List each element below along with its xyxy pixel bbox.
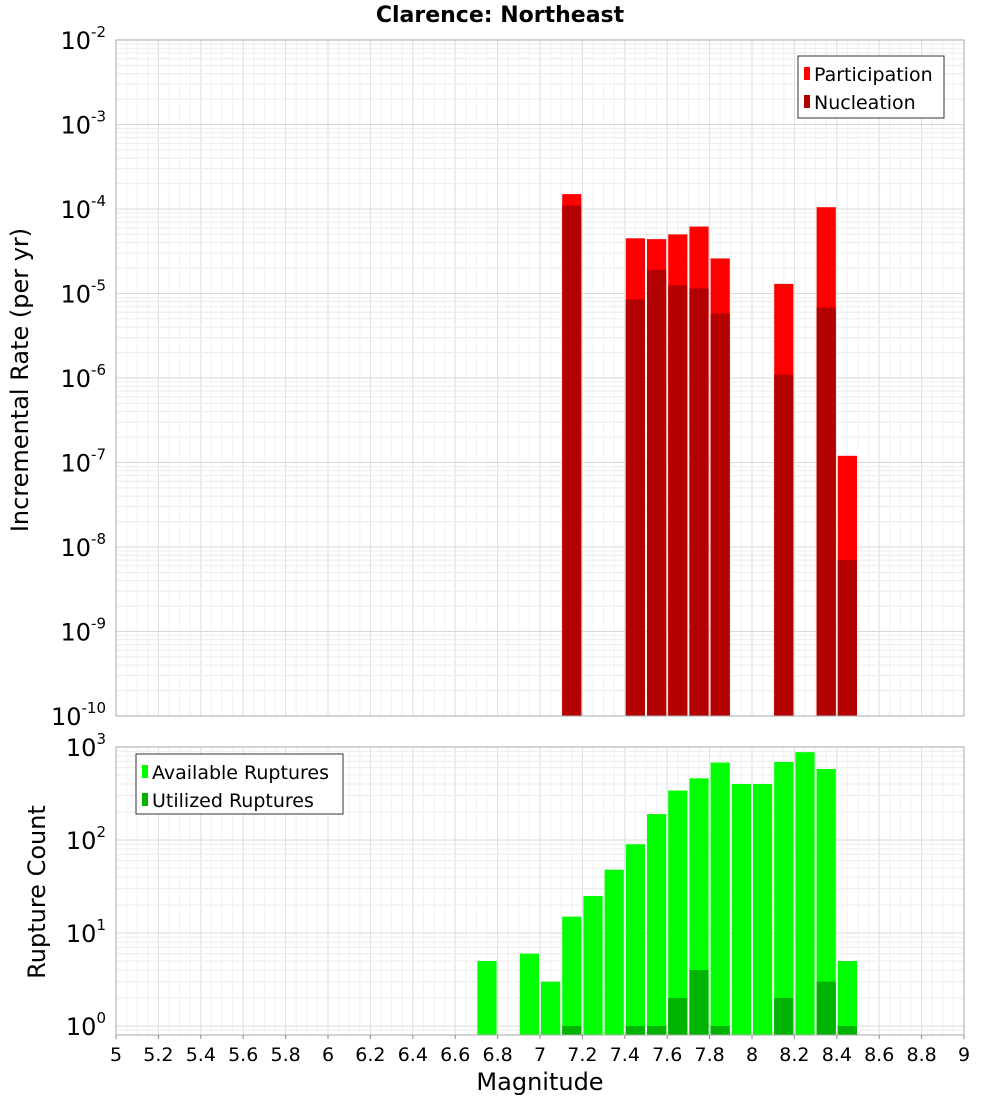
bar-nucleation <box>837 560 857 716</box>
bar-nucleation <box>668 285 688 716</box>
legend-label: Participation <box>814 64 933 86</box>
bar-available-ruptures <box>710 762 730 1035</box>
bar-utilized-ruptures <box>647 1025 667 1035</box>
bar-nucleation <box>562 205 582 716</box>
bar-available-ruptures <box>562 916 582 1035</box>
y-tick-label: 10-3 <box>60 108 106 140</box>
legend-box <box>135 753 344 815</box>
x-tick-label: 5.6 <box>228 1044 258 1066</box>
legend-swatch <box>142 793 148 806</box>
x-tick-label: 7.8 <box>694 1044 724 1066</box>
bar-available-ruptures <box>774 761 794 1035</box>
plot-frame <box>115 39 965 717</box>
bar-available-ruptures <box>647 814 667 1035</box>
bar-available-ruptures <box>753 784 773 1035</box>
y-tick-label: 10-4 <box>60 192 106 224</box>
x-tick-label: 6.8 <box>482 1044 512 1066</box>
y-tick-label: 10-9 <box>60 615 106 647</box>
x-tick-label: 6.6 <box>440 1044 470 1066</box>
y-tick-label: 10-7 <box>60 446 106 478</box>
legend-swatch <box>142 765 148 778</box>
bar-nucleation <box>689 288 709 716</box>
y-tick-label: 102 <box>66 823 106 855</box>
bar-utilized-ruptures <box>562 1025 582 1035</box>
legend-box <box>797 55 945 119</box>
x-tick-label: 9 <box>958 1044 970 1066</box>
bar-utilized-ruptures <box>816 981 836 1035</box>
x-tick-label: 8.4 <box>822 1044 852 1066</box>
x-tick-label: 8.2 <box>779 1044 809 1066</box>
bar-available-ruptures <box>477 960 497 1035</box>
bottom-y-axis-label: Rupture Count <box>23 805 51 979</box>
x-tick-label: 5.8 <box>270 1044 300 1066</box>
legend-label: Nucleation <box>814 92 916 114</box>
bar-utilized-ruptures <box>774 997 794 1035</box>
x-tick-label: 6 <box>322 1044 334 1066</box>
bar-available-ruptures <box>625 844 645 1035</box>
y-tick-label: 10-2 <box>60 23 106 55</box>
x-tick-label: 7 <box>534 1044 546 1066</box>
bar-available-ruptures <box>816 769 836 1035</box>
y-tick-label: 10-5 <box>60 277 106 309</box>
x-tick-label: 8.6 <box>864 1044 894 1066</box>
bar-available-ruptures <box>668 790 688 1035</box>
legend-label: Utilized Ruptures <box>152 790 314 812</box>
bar-nucleation <box>816 307 836 716</box>
bar-utilized-ruptures <box>689 969 709 1035</box>
y-tick-label: 10-10 <box>51 699 106 731</box>
bar-nucleation <box>774 374 794 716</box>
y-tick-label: 103 <box>66 730 106 762</box>
bar-available-ruptures <box>519 953 539 1035</box>
x-tick-label: 5 <box>110 1044 122 1066</box>
bar-utilized-ruptures <box>625 1025 645 1035</box>
x-tick-label: 6.2 <box>355 1044 385 1066</box>
x-tick-label: 8 <box>746 1044 758 1066</box>
bar-utilized-ruptures <box>668 997 688 1035</box>
top-plot-area: 10-10 10-9 10-8 10-7 10-6 10-5 10-4 10-3 10-2 Par… <box>51 23 965 731</box>
bar-utilized-ruptures <box>837 1025 857 1035</box>
x-tick-label: 7.6 <box>652 1044 682 1066</box>
y-tick-label: 10-6 <box>60 361 106 393</box>
bar-nucleation <box>710 313 730 716</box>
bar-available-ruptures <box>795 752 815 1035</box>
bar-available-ruptures <box>583 895 603 1035</box>
chart-title: Clarence: Northeast <box>376 3 625 28</box>
x-tick-label: 7.4 <box>610 1044 640 1066</box>
x-tick-label: 7.2 <box>567 1044 597 1066</box>
legend-label: Available Ruptures <box>152 762 329 784</box>
legend-swatch <box>804 67 810 80</box>
bar-utilized-ruptures <box>710 1025 730 1035</box>
y-tick-label: 10-8 <box>60 530 106 562</box>
x-tick-label: 6.4 <box>398 1044 428 1066</box>
bar-available-ruptures <box>541 981 561 1035</box>
bar-available-ruptures <box>731 784 751 1035</box>
top-y-axis-label: Incremental Rate (per yr) <box>6 228 34 532</box>
legend-swatch <box>804 95 810 108</box>
x-tick-label: 8.8 <box>906 1044 936 1066</box>
bar-available-ruptures <box>604 869 624 1035</box>
y-tick-label: 101 <box>66 916 106 948</box>
bar-nucleation <box>647 269 667 716</box>
x-axis-label: Magnitude <box>476 1068 603 1096</box>
bar-nucleation <box>625 299 645 716</box>
x-tick-label: 5.2 <box>143 1044 173 1066</box>
y-tick-label: 100 <box>66 1009 106 1041</box>
bar-available-ruptures <box>837 960 857 1035</box>
x-tick-label: 5.4 <box>186 1044 216 1066</box>
